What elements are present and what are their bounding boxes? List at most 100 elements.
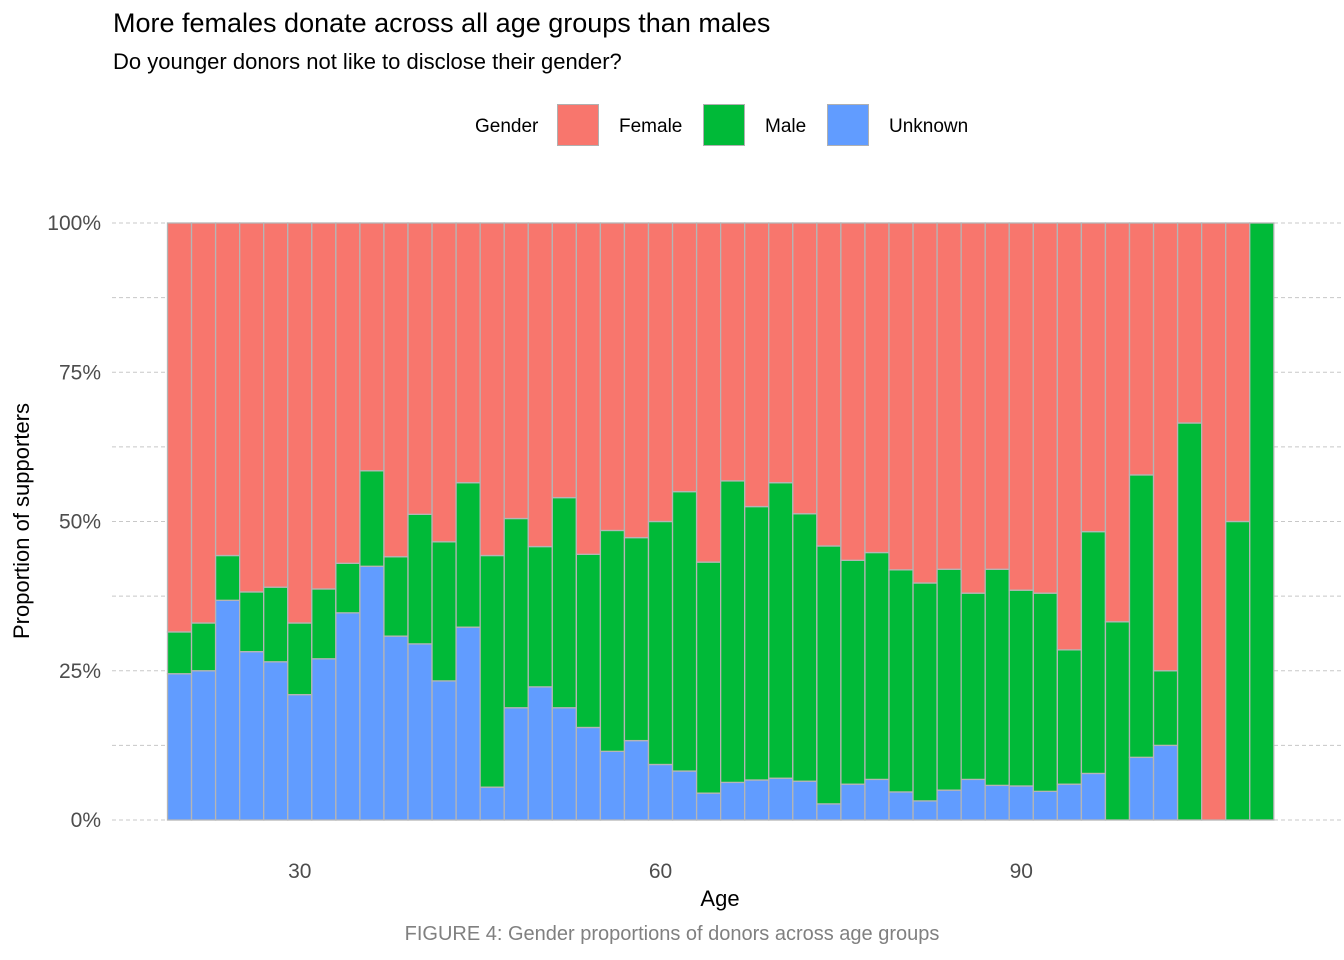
- bar-segment-female-age-86: [960, 222, 986, 594]
- bar-segment-male-age-26: [238, 591, 265, 653]
- bar-segment-female-age-54: [575, 222, 602, 555]
- y-axis-label: Proportion of supporters: [9, 402, 34, 640]
- bar-segment-male-age-38: [383, 556, 409, 637]
- bar-segment-male-age-22: [190, 622, 217, 672]
- bar-segment-female-age-64: [695, 222, 722, 563]
- bar-segment-female-age-50: [527, 222, 553, 548]
- legend: Gender Female Male Unknown: [0, 102, 1344, 150]
- bar-segment-female-age-34: [335, 222, 361, 564]
- bar-segment-female-age-40: [407, 222, 433, 515]
- bar-segment-unknown-age-90: [1008, 785, 1034, 821]
- bar-segment-male-age-58: [623, 536, 650, 742]
- bar-segment-female-age-24: [214, 222, 241, 557]
- bar-segment-female-age-84: [936, 222, 962, 570]
- bar-segment-female-age-68: [744, 222, 770, 508]
- bar-segment-unknown-age-64: [695, 792, 722, 821]
- legend-label-female: Female: [619, 116, 683, 137]
- bar-segment-unknown-age-30: [287, 693, 313, 821]
- bar-segment-unknown-age-22: [190, 670, 217, 821]
- bar-segment-male-age-82: [912, 582, 938, 802]
- bar-segment-female-age-42: [431, 222, 457, 543]
- bar-segment-female-age-74: [816, 222, 842, 547]
- bar-segment-male-age-52: [551, 496, 577, 709]
- bar-segment-female-age-66: [720, 222, 746, 482]
- bar-segment-male-age-110: [1249, 222, 1275, 821]
- bar-segment-female-age-32: [311, 222, 337, 590]
- bar-segment-male-age-100: [1128, 474, 1155, 758]
- bar-segment-female-age-58: [623, 222, 650, 539]
- bar-segment-unknown-age-86: [960, 778, 986, 821]
- bar-segment-female-age-96: [1080, 222, 1107, 533]
- bar-segment-unknown-age-78: [864, 778, 890, 821]
- bar-segment-female-age-20: [166, 222, 193, 633]
- x-axis-label: Age: [700, 886, 740, 911]
- bar-segment-unknown-age-36: [359, 565, 385, 821]
- bar-segment-female-age-70: [768, 222, 794, 484]
- bar-segment-female-age-48: [503, 222, 529, 520]
- bar-segment-male-age-96: [1080, 530, 1107, 775]
- bar-segment-male-age-50: [527, 545, 553, 688]
- bar-segment-female-age-52: [551, 222, 577, 499]
- y-tick-label: 0%: [71, 809, 101, 832]
- bar-segment-male-age-80: [888, 569, 914, 793]
- x-tick-label: 30: [288, 860, 311, 883]
- bar-segment-female-age-28: [263, 222, 289, 588]
- bar-segment-female-age-106: [1201, 222, 1227, 821]
- bar-segment-unknown-age-48: [503, 707, 529, 821]
- bar-segment-male-age-28: [263, 586, 289, 663]
- bar-segment-male-age-78: [864, 551, 890, 781]
- bar-segment-male-age-88: [984, 568, 1010, 787]
- bar-segment-female-age-104: [1176, 222, 1203, 424]
- legend-key-female: [557, 104, 599, 146]
- x-tick-label: 60: [649, 860, 672, 883]
- bar-segment-female-age-30: [287, 222, 313, 624]
- y-tick-label: 50%: [59, 511, 101, 534]
- bar-segment-unknown-age-92: [1032, 790, 1059, 821]
- bar-segment-unknown-age-76: [840, 783, 866, 821]
- bar-segment-female-age-36: [359, 222, 385, 472]
- bar-segment-unknown-age-28: [263, 661, 289, 821]
- bar-segment-unknown-age-96: [1080, 772, 1107, 821]
- bar-segment-unknown-age-74: [816, 803, 842, 821]
- bar-segment-male-age-32: [311, 588, 337, 660]
- bar-segment-male-age-34: [335, 562, 361, 614]
- bar-segment-male-age-68: [744, 505, 770, 781]
- chart-title: More females donate across all age group…: [113, 8, 771, 38]
- bar-segment-male-age-48: [503, 517, 529, 709]
- bar-segment-unknown-age-20: [166, 673, 193, 821]
- bar-segment-male-age-76: [840, 559, 866, 785]
- bar-segment-male-age-54: [575, 553, 602, 729]
- bar-segment-unknown-age-42: [431, 680, 457, 821]
- bar-segment-unknown-age-66: [720, 781, 746, 821]
- bar-segment-unknown-age-54: [575, 726, 602, 821]
- bar-segment-female-age-22: [190, 222, 217, 624]
- bar-segment-unknown-age-60: [647, 763, 674, 821]
- bar-segment-female-age-76: [840, 222, 866, 561]
- bar-segment-unknown-age-102: [1152, 744, 1179, 821]
- bar-segment-unknown-age-84: [936, 789, 962, 821]
- bar-segment-unknown-age-70: [768, 777, 794, 821]
- bar-segment-male-age-72: [792, 513, 818, 782]
- bar-segment-female-age-56: [599, 222, 626, 532]
- bar-segment-unknown-age-68: [744, 779, 770, 821]
- bar-segment-male-age-46: [479, 554, 505, 788]
- bar-segment-male-age-62: [671, 490, 698, 772]
- legend-title: Gender: [475, 116, 539, 137]
- bar-segment-female-age-92: [1032, 222, 1059, 594]
- bar-segment-unknown-age-72: [792, 780, 818, 821]
- bar-segment-unknown-age-38: [383, 635, 409, 821]
- chart-subtitle: Do younger donors not like to disclose t…: [113, 49, 622, 74]
- y-tick-label: 100%: [47, 212, 101, 235]
- bar-segment-female-age-94: [1056, 222, 1083, 651]
- bar-segment-female-age-44: [455, 222, 481, 484]
- bar-segment-male-age-36: [359, 470, 385, 567]
- bar-segment-female-age-78: [864, 222, 890, 554]
- bar-segment-unknown-age-32: [311, 658, 337, 821]
- bar-segment-unknown-age-80: [888, 791, 914, 821]
- bar-segment-male-age-64: [695, 561, 722, 794]
- bar-segment-unknown-age-44: [455, 626, 481, 821]
- y-tick-label: 25%: [59, 660, 101, 683]
- bar-segment-male-age-40: [407, 513, 433, 645]
- bar-segment-male-age-86: [960, 592, 986, 781]
